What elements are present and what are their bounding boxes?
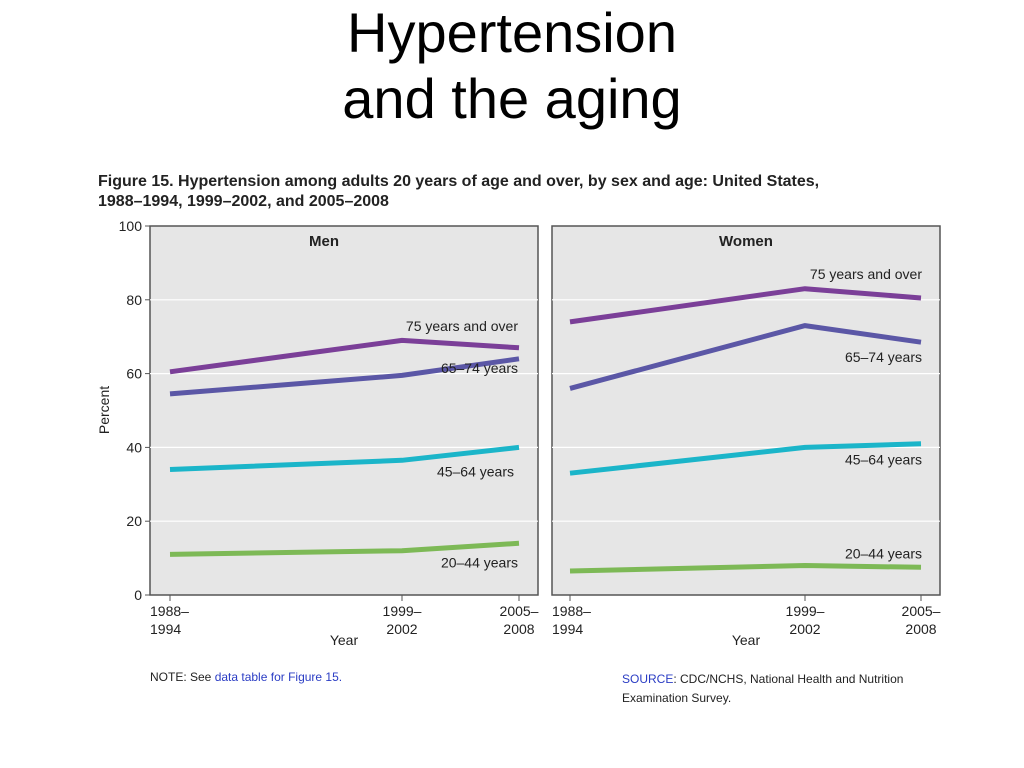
data-table-link[interactable]: data table for Figure 15. [214, 670, 343, 684]
x-tick-label: 2008 [503, 621, 534, 637]
x-tick-label: 1988– [552, 603, 591, 619]
y-tick-label: 60 [126, 366, 142, 382]
women-series-label: 20–44 years [845, 545, 922, 561]
x-tick-label: 2005– [902, 603, 941, 619]
figure-caption-line-2: 1988–1994, 1999–2002, and 2005–2008 [98, 193, 389, 210]
men-series-label: 75 years and over [406, 318, 518, 334]
x-tick-label: 1994 [552, 621, 583, 637]
women-series-line [569, 441, 922, 476]
y-tick-label: 20 [126, 513, 142, 529]
women-series-label: 45–64 years [845, 452, 922, 468]
x-tick-label: 1999– [786, 603, 825, 619]
men-series-label: 65–74 years [441, 360, 518, 376]
y-tick-label: 40 [126, 439, 142, 455]
figure-note: NOTE: See data table for Figure 15. [150, 670, 342, 684]
slide-title: Hypertension and the aging [0, 0, 1024, 132]
women-series-label: 65–74 years [845, 349, 922, 365]
x-tick-label: 2005– [500, 603, 539, 619]
women-series-line [569, 286, 922, 325]
men-series-label: 45–64 years [437, 463, 514, 479]
figure-source: SOURCE: CDC/NCHS, National Health and Nu… [622, 670, 952, 708]
men-series-line [169, 444, 520, 472]
x-tick-label: 2002 [386, 621, 417, 637]
note-prefix: NOTE: See [150, 670, 215, 684]
source-text: : CDC/NCHS, National Health and Nutritio… [622, 672, 904, 705]
figure-caption: Figure 15. Hypertension among adults 20 … [98, 172, 958, 212]
slide-title-line-1: Hypertension [347, 1, 677, 64]
women-panel-title: Women [719, 233, 773, 250]
x-tick-label: 2002 [789, 621, 820, 637]
women-series-label: 75 years and over [810, 266, 922, 282]
men-series-label: 20–44 years [441, 554, 518, 570]
y-tick-label: 100 [119, 218, 143, 234]
figure-caption-line-1: Figure 15. Hypertension among adults 20 … [98, 173, 820, 190]
x-tick-label: 1988– [150, 603, 189, 619]
women-x-axis-label: Year [732, 632, 761, 648]
x-tick-label: 1999– [383, 603, 422, 619]
source-label: SOURCE [622, 672, 674, 686]
men-series-line [169, 540, 520, 557]
slide-title-line-2: and the aging [342, 67, 682, 130]
y-tick-label: 80 [126, 292, 142, 308]
x-tick-label: 1994 [150, 621, 181, 637]
men-series-line [169, 356, 520, 397]
men-panel-background [149, 225, 539, 596]
y-axis-label: Percent [96, 386, 112, 434]
women-series-line [569, 563, 922, 574]
y-tick-label: 0 [134, 587, 142, 603]
x-tick-label: 2008 [905, 621, 936, 637]
men-x-axis-label: Year [330, 632, 359, 648]
women-series-line [569, 323, 922, 391]
women-panel-background [551, 225, 941, 596]
men-panel-title: Men [309, 233, 339, 250]
men-series-line [169, 337, 520, 375]
